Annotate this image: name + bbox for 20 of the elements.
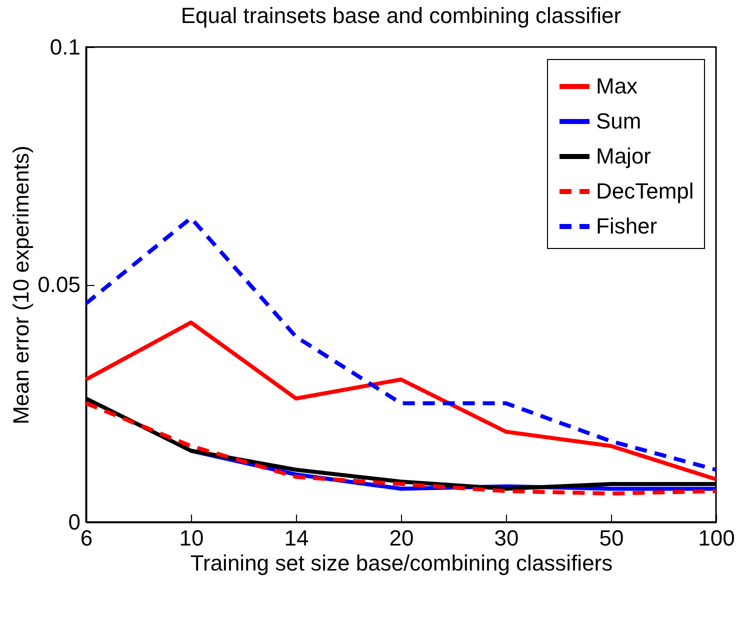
x-tick-label: 14 bbox=[284, 526, 309, 550]
y-axis-title: Mean error (10 experiments) bbox=[8, 146, 34, 424]
x-tick-label: 100 bbox=[698, 526, 735, 550]
x-axis-title: Training set size base/combining classifiers bbox=[190, 550, 613, 576]
x-tick-label: 20 bbox=[389, 526, 414, 550]
x-tick-label: 10 bbox=[179, 526, 204, 550]
y-tick-label: 0.1 bbox=[50, 34, 80, 60]
x-tick-label: 50 bbox=[599, 526, 624, 550]
legend-label: Max bbox=[596, 74, 638, 98]
chart-title: Equal trainsets base and combining classifier bbox=[180, 3, 622, 28]
line-series bbox=[84, 320, 718, 482]
x-tick-label: 6 bbox=[80, 526, 93, 550]
y-tick-label: 0 bbox=[68, 510, 80, 534]
legend-label: Fisher bbox=[596, 214, 658, 238]
legend-label: Major bbox=[596, 144, 652, 168]
line-series bbox=[84, 216, 718, 472]
legend-label: DecTempl bbox=[596, 178, 694, 204]
y-tick-label: 0.05 bbox=[38, 272, 80, 297]
x-tick-label: 30 bbox=[494, 526, 519, 550]
legend-label: Sum bbox=[596, 108, 642, 134]
